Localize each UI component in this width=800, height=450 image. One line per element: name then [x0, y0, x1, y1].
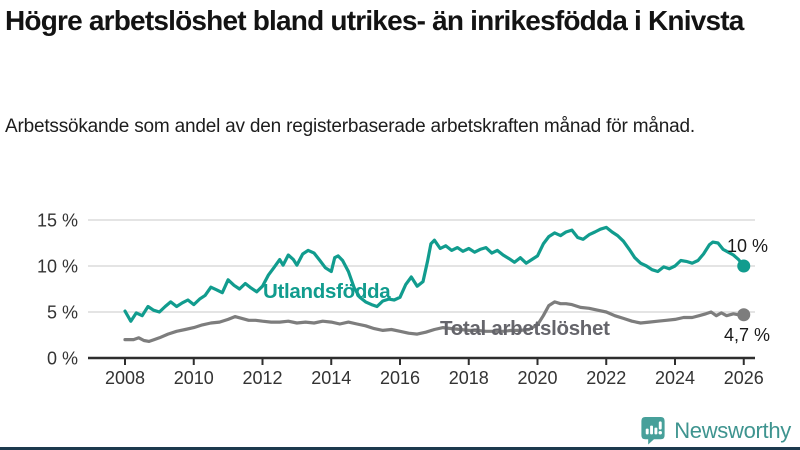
end-value-label-total: 4,7 % [724, 325, 770, 345]
y-axis-tick-label: 5 % [47, 303, 78, 323]
series-label-utlandsfodda: Utlandsfödda [263, 280, 391, 303]
x-axis-tick-label: 2010 [174, 368, 214, 388]
x-axis-tick-label: 2008 [105, 368, 145, 388]
series-line-total [123, 300, 746, 343]
series-line-utlandsfodda [123, 225, 746, 323]
series-end-dot-total [737, 308, 751, 322]
brand-name: Newsworthy [674, 417, 791, 443]
x-axis-tick-label: 2020 [517, 368, 557, 388]
x-axis-tick-label: 2018 [449, 368, 489, 388]
brand-footer: Newsworthy [640, 416, 791, 445]
x-axis-tick-label: 2024 [655, 368, 695, 388]
newsworthy-logo-icon [641, 416, 665, 445]
x-axis-tick-label: 2014 [311, 368, 351, 388]
page-title: Högre arbetslöshet bland utrikes- än inr… [5, 5, 744, 36]
series-label-total: Total arbetslöshet [440, 317, 610, 340]
footer-accent-bar [0, 447, 800, 450]
x-axis-tick-label: 2022 [586, 368, 626, 388]
x-axis-tick-label: 2012 [242, 368, 282, 388]
x-axis-tick-label: 2026 [724, 368, 764, 388]
series-end-dot-utlandsfodda [737, 259, 751, 273]
y-axis-tick-label: 0 % [47, 349, 78, 369]
logo-bars [645, 421, 663, 435]
end-value-label-utlandsfodda: 10 % [727, 236, 768, 256]
y-axis-tick-label: 10 % [37, 257, 78, 277]
header: Högre arbetslöshet bland utrikes- än inr… [5, 4, 775, 38]
chart-subtitle: Arbetssökande som andel av den registerb… [5, 116, 695, 137]
x-axis-tick-label: 2016 [380, 368, 420, 388]
y-axis-tick-label: 15 % [37, 211, 78, 231]
